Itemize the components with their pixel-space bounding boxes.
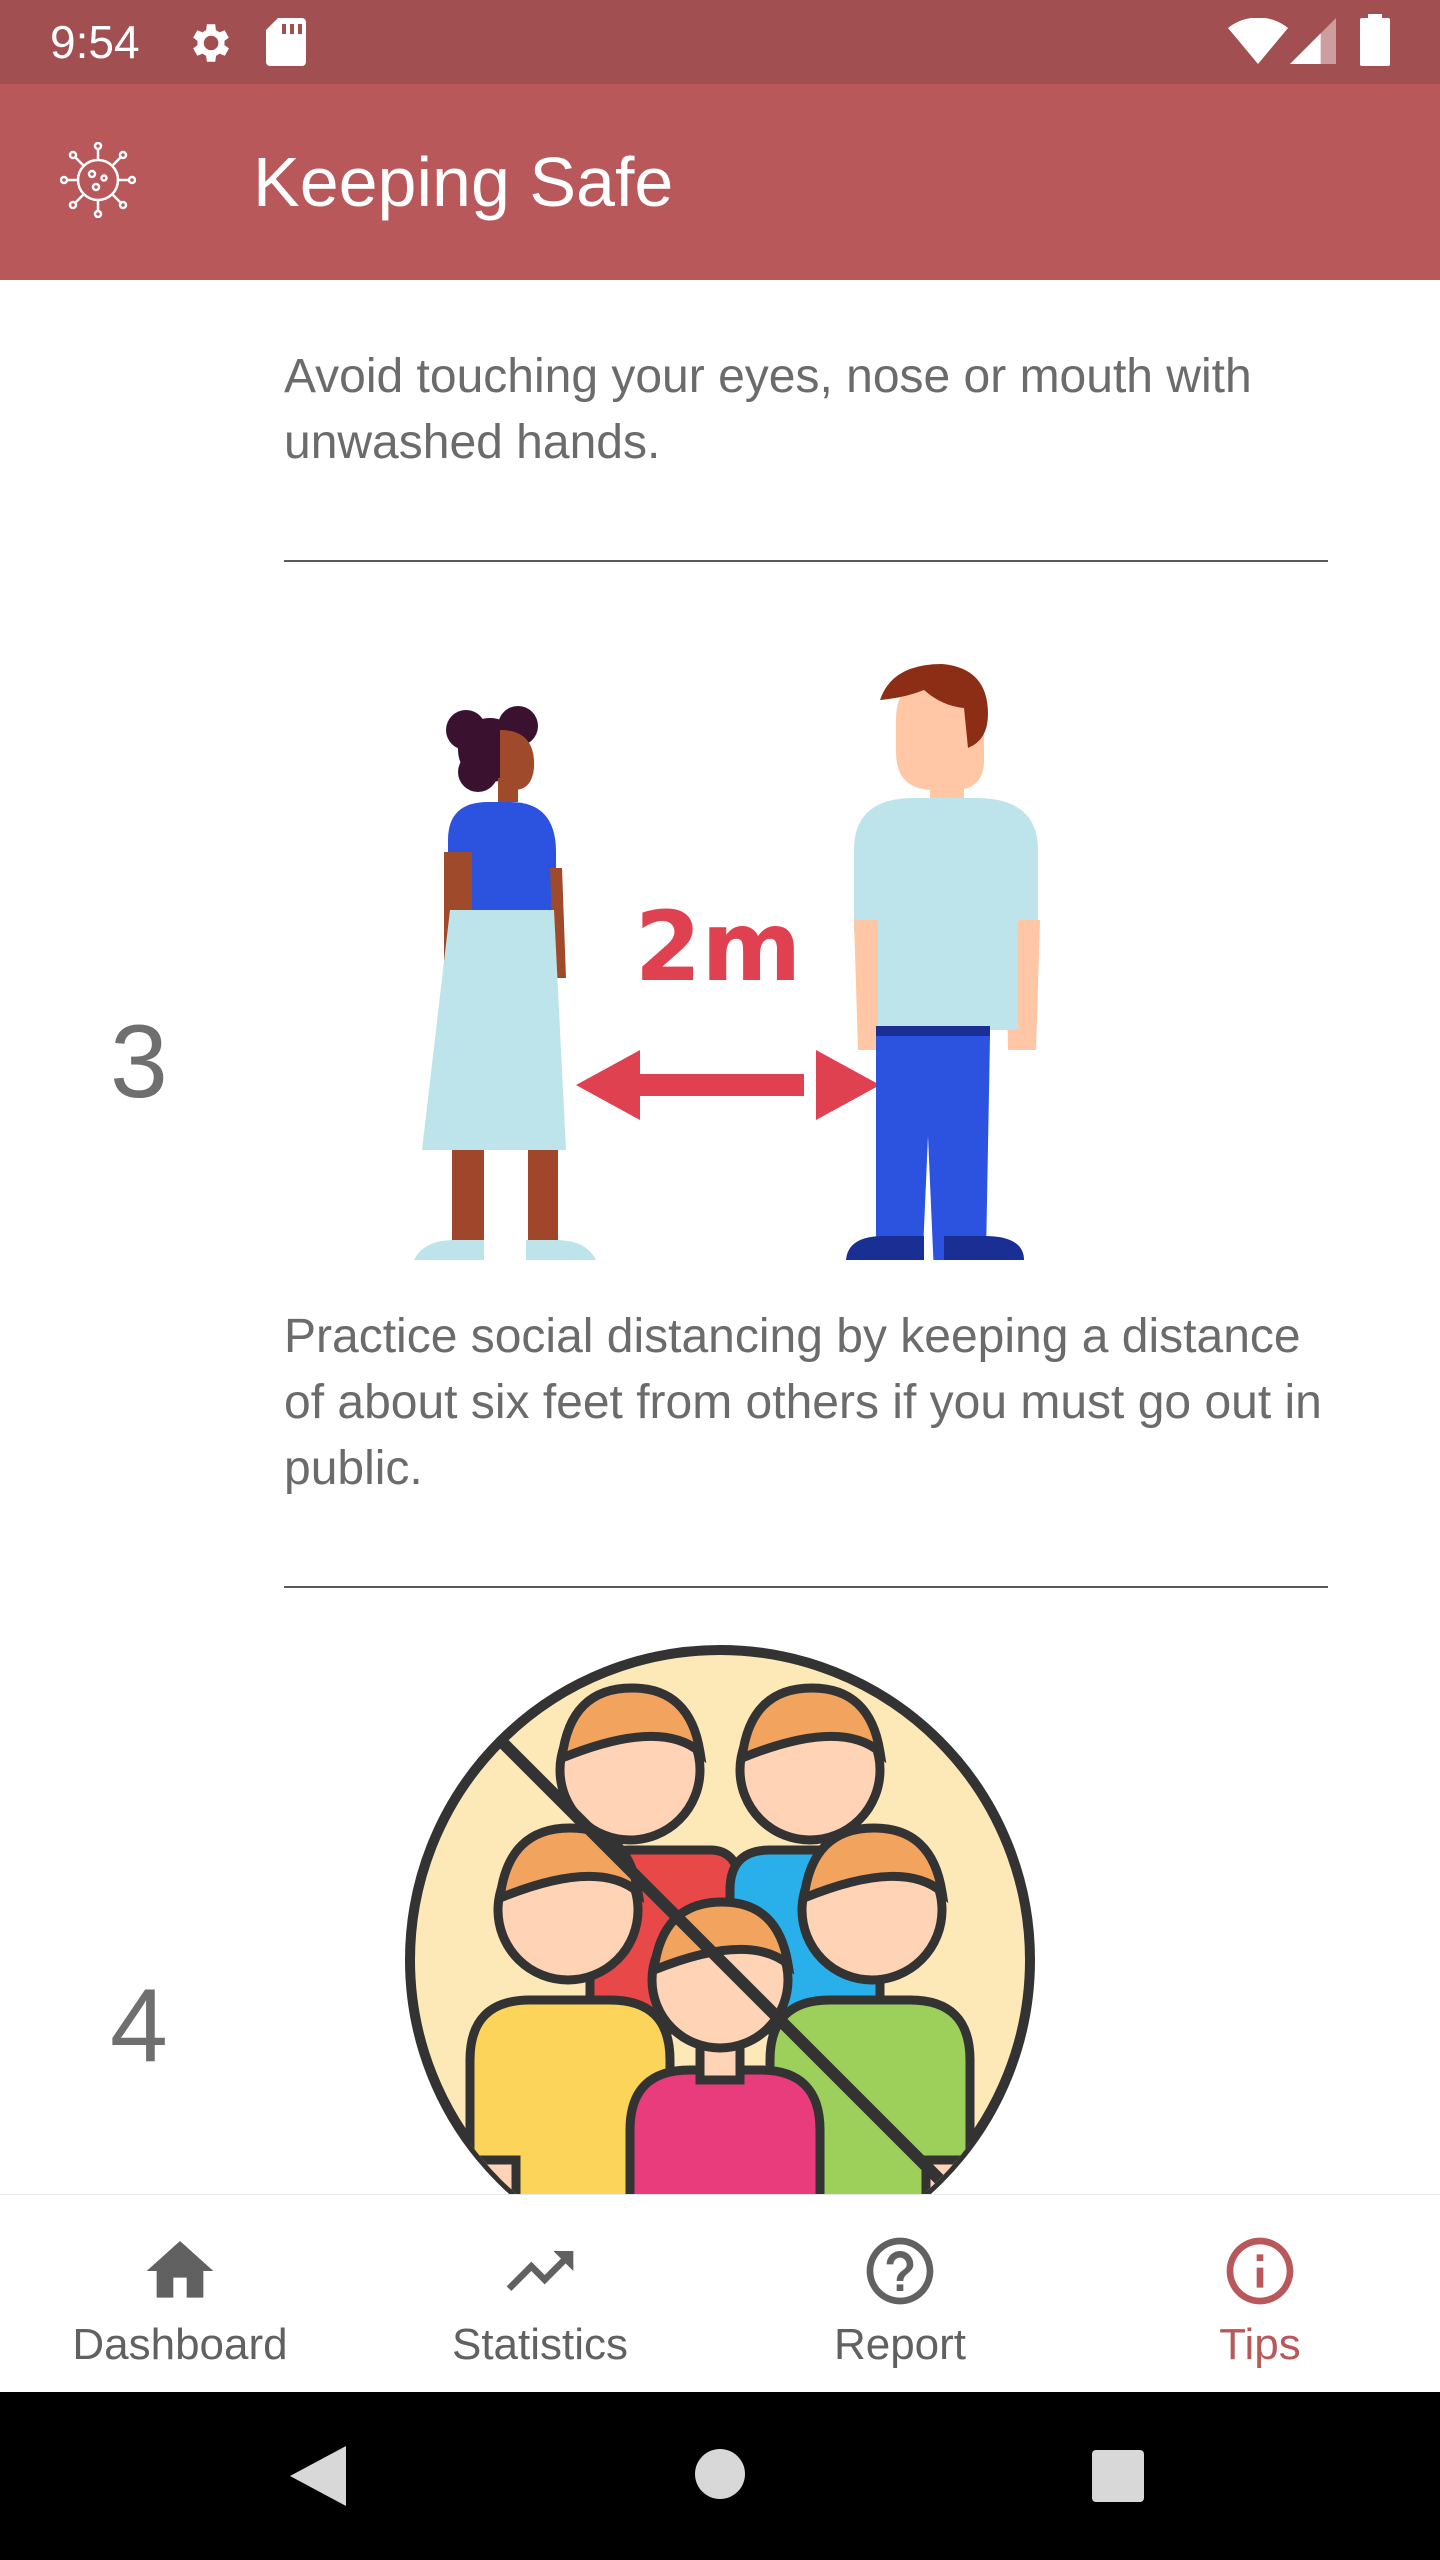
sd-card-icon <box>266 18 306 66</box>
trending-up-icon <box>500 2231 580 2311</box>
double-arrow-icon <box>576 1050 880 1120</box>
tip-number: 3 <box>110 1002 168 1122</box>
system-navigation-bar <box>0 2392 1440 2560</box>
back-icon[interactable] <box>290 2446 346 2506</box>
nav-label: Dashboard <box>0 2315 360 2375</box>
nav-label: Tips <box>1080 2315 1440 2375</box>
social-distancing-illustration: 2m <box>400 660 1040 1260</box>
info-icon <box>1220 2231 1300 2311</box>
nav-tips[interactable]: Tips <box>1080 2195 1440 2393</box>
home-icon <box>140 2231 220 2311</box>
signal-icon <box>1290 18 1336 64</box>
nav-dashboard[interactable]: Dashboard <box>0 2195 360 2393</box>
divider <box>284 560 1328 562</box>
app-bar: Keeping Safe <box>0 84 1440 280</box>
nav-label: Statistics <box>360 2315 720 2375</box>
divider <box>284 1586 1328 1588</box>
nav-label: Report <box>720 2315 1080 2375</box>
page-title: Keeping Safe <box>253 140 673 224</box>
battery-icon <box>1360 14 1390 66</box>
status-time: 9:54 <box>50 12 140 72</box>
nav-report[interactable]: Report <box>720 2195 1080 2393</box>
tip-number: 4 <box>110 1966 168 2086</box>
no-crowds-icon <box>400 1640 1040 2194</box>
help-circle-icon <box>860 2231 940 2311</box>
home-circle-icon[interactable] <box>694 2448 746 2500</box>
wifi-icon <box>1228 18 1288 64</box>
bottom-navigation: Dashboard Statistics Report Tips <box>0 2194 1440 2393</box>
recents-icon[interactable] <box>1092 2450 1144 2502</box>
woman-figure <box>414 706 596 1260</box>
virus-icon <box>60 142 136 218</box>
status-bar: 9:54 <box>0 0 1440 84</box>
distance-label: 2m <box>635 891 802 1003</box>
nav-statistics[interactable]: Statistics <box>360 2195 720 2393</box>
man-figure <box>846 664 1040 1260</box>
tip-text: Avoid touching your eyes, nose or mouth … <box>284 344 1344 476</box>
tips-list[interactable]: Avoid touching your eyes, nose or mouth … <box>0 280 1440 2194</box>
tip-text: Practice social distancing by keeping a … <box>284 1304 1344 1502</box>
gear-icon <box>184 18 234 68</box>
